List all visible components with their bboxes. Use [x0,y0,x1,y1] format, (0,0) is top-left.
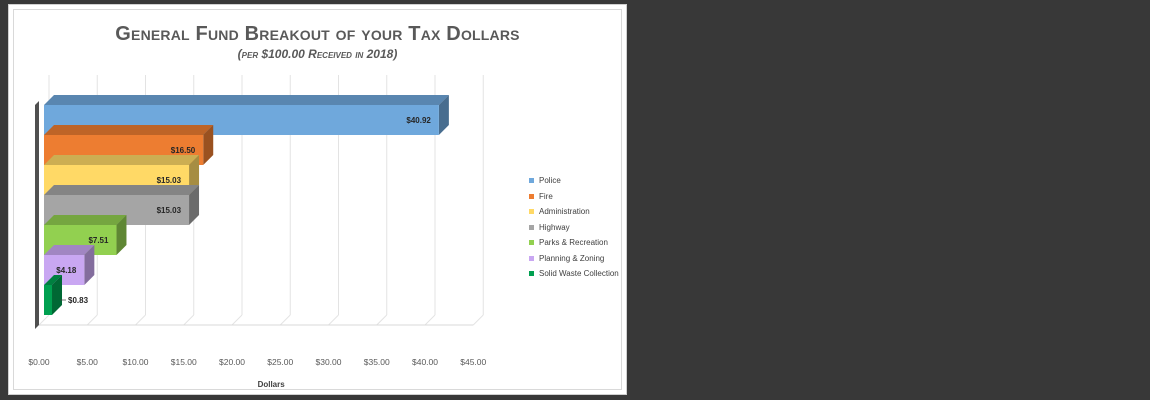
chart-panel: General Fund Breakout of your Tax Dollar… [8,4,627,395]
floor-gridline [86,314,98,326]
floor-gridline [135,314,146,326]
x-tick-label: $40.00 [412,357,438,367]
x-tick-label: $0.00 [28,357,50,367]
legend-label: Administration [539,207,590,217]
legend-label: Solid Waste Collection [539,269,619,279]
x-tick-label: $5.00 [77,357,99,367]
data-label: $7.51 [88,236,109,245]
x-tick-label: $30.00 [316,357,342,367]
floor-gridline [279,314,291,326]
legend-label: Planning & Zoning [539,253,605,263]
floor-gridline [183,314,195,326]
data-label: $4.18 [56,266,77,275]
chart-subtitle: (per $100.00 Received in 2018) [237,47,398,61]
chart-legend: Police Fire Administration Highway Parks & R… [529,173,629,282]
bar-chart-plot: $0.00 $5.00 $10.00 $15.00 $20.00 $25.00 $30.00… [28,75,487,389]
x-tick-label: $10.00 [123,357,149,367]
floor-gridline [424,314,436,326]
left-wall [35,101,39,329]
bar-solid-waste-collection [44,275,63,315]
legend-item: Highway [529,220,629,236]
x-tick-label: $25.00 [267,357,293,367]
data-label: $40.92 [406,116,431,125]
data-label: $15.03 [157,206,182,215]
x-tick-label: $15.00 [171,357,197,367]
floor-gridline [472,314,484,326]
floor-gridline [38,314,50,326]
floor-gridline [328,314,339,326]
legend-label: Highway [539,222,570,232]
legend-item: Planning & Zoning [529,251,629,267]
data-label: $0.83 [68,296,89,305]
legend-item: Parks & Recreation [529,235,629,251]
legend-item: Solid Waste Collection [529,266,629,282]
legend-swatch [529,271,534,277]
legend-item: Police [529,173,629,189]
x-tick-label: $45.00 [460,357,486,367]
data-label: $15.03 [157,176,182,185]
data-label: $16.50 [171,146,196,155]
legend-swatch [529,240,534,246]
legend-label: Parks & Recreation [539,238,608,248]
floor-gridline [231,314,243,326]
bar-parks-recreation [44,215,127,255]
x-tick-label: $35.00 [364,357,390,367]
legend-item: Fire [529,189,629,205]
legend-label: Fire [539,191,553,201]
x-axis-title: Dollars [258,380,286,389]
legend-swatch [529,193,534,199]
legend-swatch [529,178,534,184]
legend-swatch [529,224,534,230]
floor-gridline [376,314,388,326]
legend-swatch [529,209,534,215]
legend-label: Police [539,176,561,186]
legend-swatch [529,255,534,261]
chart-frame [13,9,622,390]
x-tick-label: $20.00 [219,357,245,367]
legend-item: Administration [529,204,629,220]
chart-title: General Fund Breakout of your Tax Dollar… [115,23,520,45]
